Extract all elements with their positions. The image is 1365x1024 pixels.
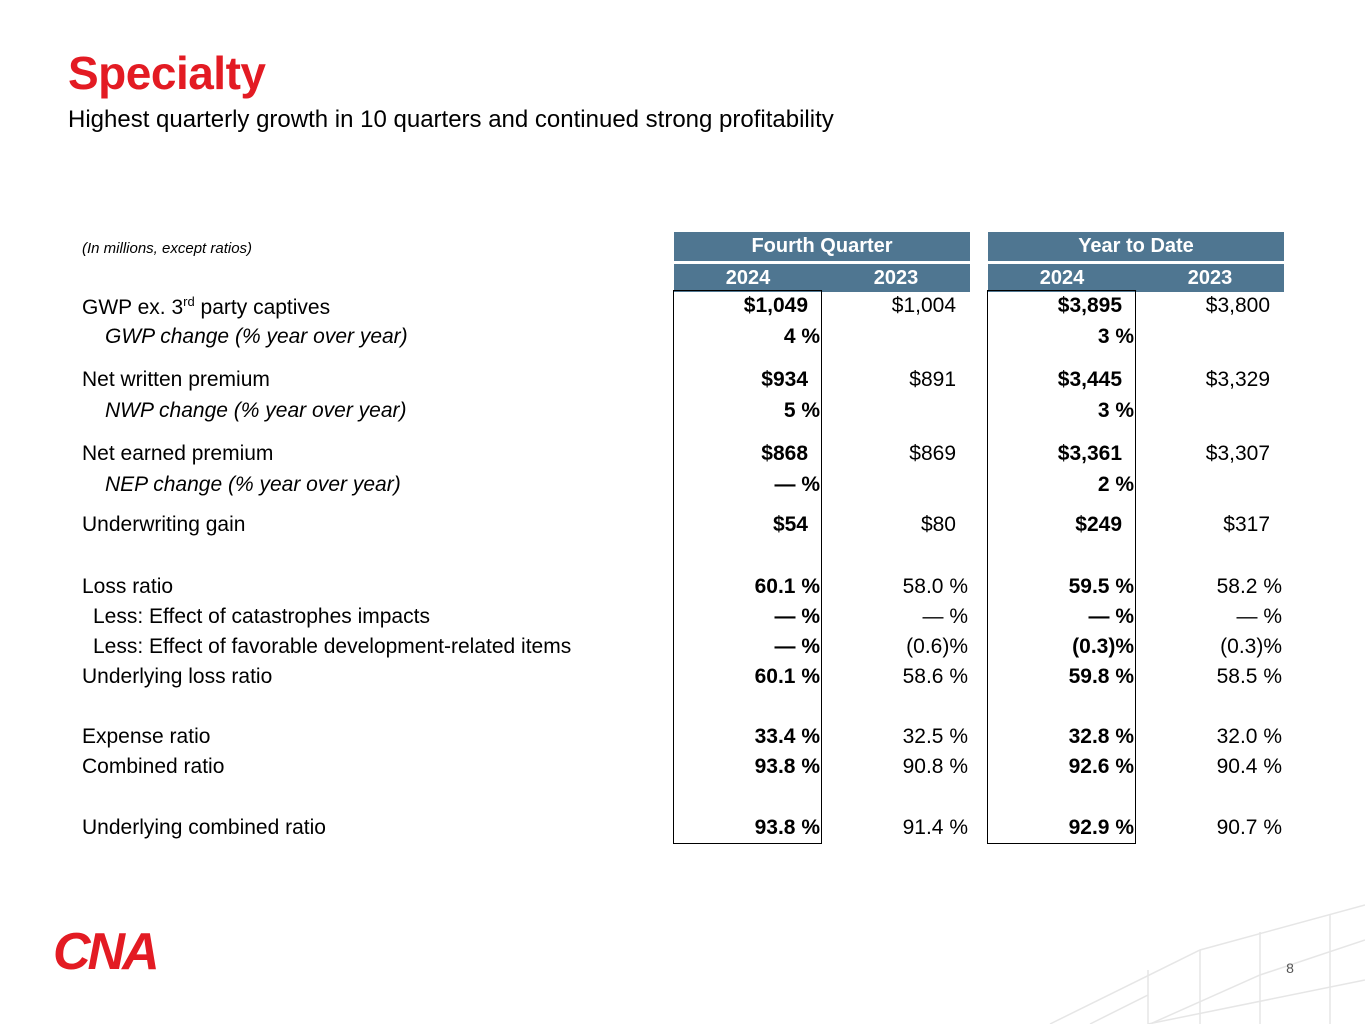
cell-q-2024: 60.1 % [754, 575, 820, 598]
cell-q-2024: — % [774, 473, 820, 496]
cell-ytd-2024: 59.5 % [1068, 575, 1134, 598]
cell-ytd-2024: 59.8 % [1068, 665, 1134, 688]
cell-ytd-2024: $3,895 [1057, 294, 1122, 317]
cell-ytd-2024: 3 % [1097, 325, 1134, 348]
row-label: Loss ratio [82, 575, 174, 598]
cell-ytd-2024: 92.9 % [1068, 816, 1134, 839]
row-label: Underwriting gain [82, 513, 246, 536]
cell-ytd-2024: 32.8 % [1068, 725, 1134, 748]
cell-q-2023: $869 [909, 442, 956, 465]
row-label: GWP ex. 3rd party captives [82, 294, 331, 319]
cna-logo: CNA [53, 927, 160, 971]
row-label: NWP change (% year over year) [105, 399, 407, 422]
cell-ytd-2024: 3 % [1097, 399, 1134, 422]
row-label: GWP change (% year over year) [105, 325, 408, 348]
cell-ytd-2024: 2 % [1097, 473, 1134, 496]
cell-q-2024: $934 [761, 368, 808, 391]
table-row-underwriting-gain: Underwriting gain $54 $80 $249 $317 [0, 513, 1365, 543]
cell-ytd-2023: $3,307 [1205, 442, 1270, 465]
table-row-loss-ratio: Loss ratio 60.1 % 58.0 % 59.5 % 58.2 % [0, 575, 1365, 605]
cell-ytd-2024: $249 [1075, 513, 1122, 536]
cell-q-2023: 58.6 % [902, 665, 968, 688]
page-subtitle: Highest quarterly growth in 10 quarters … [68, 106, 834, 133]
cell-ytd-2023: 90.7 % [1216, 816, 1282, 839]
cell-q-2023: $80 [920, 513, 956, 536]
cell-q-2023: 32.5 % [902, 725, 968, 748]
table-row-gwp-change: GWP change (% year over year) 4 % 3 % [0, 325, 1365, 355]
table-row-nep-change: NEP change (% year over year) — % 2 % [0, 473, 1365, 503]
decorative-lines [1049, 904, 1365, 1024]
cell-ytd-2023: 32.0 % [1216, 725, 1282, 748]
table-row-gwp: GWP ex. 3rd party captives $1,049 $1,004… [0, 294, 1365, 324]
row-label: Less: Effect of favorable development-re… [93, 635, 572, 658]
cell-ytd-2023: 58.5 % [1216, 665, 1282, 688]
header-q-2023: 2023 [822, 264, 970, 292]
table-row-cat-impacts: Less: Effect of catastrophes impacts — %… [0, 605, 1365, 635]
cell-q-2023: 91.4 % [902, 816, 968, 839]
table-row-expense-ratio: Expense ratio 33.4 % 32.5 % 32.8 % 32.0 … [0, 725, 1365, 755]
page-number: 8 [1286, 960, 1294, 976]
table-row-nwp-change: NWP change (% year over year) 5 % 3 % [0, 399, 1365, 429]
cell-ytd-2023: $3,329 [1205, 368, 1270, 391]
cell-q-2023: — % [922, 605, 968, 628]
cell-ytd-2023: $3,800 [1205, 294, 1270, 317]
table-row-dev-items: Less: Effect of favorable development-re… [0, 635, 1365, 665]
table-row-nwp: Net written premium $934 $891 $3,445 $3,… [0, 368, 1365, 398]
cell-q-2023: $1,004 [891, 294, 956, 317]
page-title: Specialty [68, 47, 266, 99]
cell-q-2024: — % [774, 635, 820, 658]
row-label: Net written premium [82, 368, 270, 391]
cell-ytd-2023: 90.4 % [1216, 755, 1282, 778]
header-fourth-quarter: Fourth Quarter [674, 232, 970, 261]
cell-q-2023: 90.8 % [902, 755, 968, 778]
header-q-2024: 2024 [674, 264, 822, 292]
row-label: Expense ratio [82, 725, 211, 748]
cell-ytd-2024: $3,361 [1057, 442, 1122, 465]
cell-q-2024: 60.1 % [754, 665, 820, 688]
cell-q-2023: $891 [909, 368, 956, 391]
cell-ytd-2023: 58.2 % [1216, 575, 1282, 598]
row-label: Less: Effect of catastrophes impacts [93, 605, 430, 628]
cell-ytd-2024: (0.3)% [1072, 635, 1134, 658]
cell-q-2024: — % [774, 605, 820, 628]
cell-ytd-2024: $3,445 [1057, 368, 1122, 391]
header-ytd-2023: 2023 [1136, 264, 1284, 292]
cell-q-2023: 58.0 % [902, 575, 968, 598]
row-label: NEP change (% year over year) [105, 473, 401, 496]
row-label: Combined ratio [82, 755, 225, 778]
cell-ytd-2023: (0.3)% [1220, 635, 1282, 658]
highlight-box-ytd-2024 [987, 290, 1136, 844]
cell-ytd-2023: $317 [1223, 513, 1270, 536]
cell-ytd-2024: 92.6 % [1068, 755, 1134, 778]
cell-q-2024: $868 [761, 442, 808, 465]
row-label: Underlying combined ratio [82, 816, 326, 839]
cell-q-2024: 33.4 % [754, 725, 820, 748]
row-label: Underlying loss ratio [82, 665, 273, 688]
cell-q-2024: 93.8 % [754, 816, 820, 839]
cell-q-2024: $54 [772, 513, 808, 536]
header-year-to-date: Year to Date [988, 232, 1284, 261]
cell-ytd-2024: — % [1088, 605, 1134, 628]
cell-q-2024: $1,049 [743, 294, 808, 317]
table-row-combined-ratio: Combined ratio 93.8 % 90.8 % 92.6 % 90.4… [0, 755, 1365, 785]
units-note: (In millions, except ratios) [82, 240, 253, 257]
header-ytd-2024: 2024 [988, 264, 1136, 292]
cell-q-2024: 5 % [783, 399, 820, 422]
cell-q-2023: (0.6)% [906, 635, 968, 658]
table-row-underlying-loss-ratio: Underlying loss ratio 60.1 % 58.6 % 59.8… [0, 665, 1365, 695]
cell-q-2024: 93.8 % [754, 755, 820, 778]
row-label: Net earned premium [82, 442, 274, 465]
cell-ytd-2023: — % [1236, 605, 1282, 628]
logo-text: CNA [53, 927, 157, 971]
table-row-nep: Net earned premium $868 $869 $3,361 $3,3… [0, 442, 1365, 472]
cell-q-2024: 4 % [783, 325, 820, 348]
table-row-underlying-combined-ratio: Underlying combined ratio 93.8 % 91.4 % … [0, 816, 1365, 846]
highlight-box-q-2024 [673, 290, 822, 844]
